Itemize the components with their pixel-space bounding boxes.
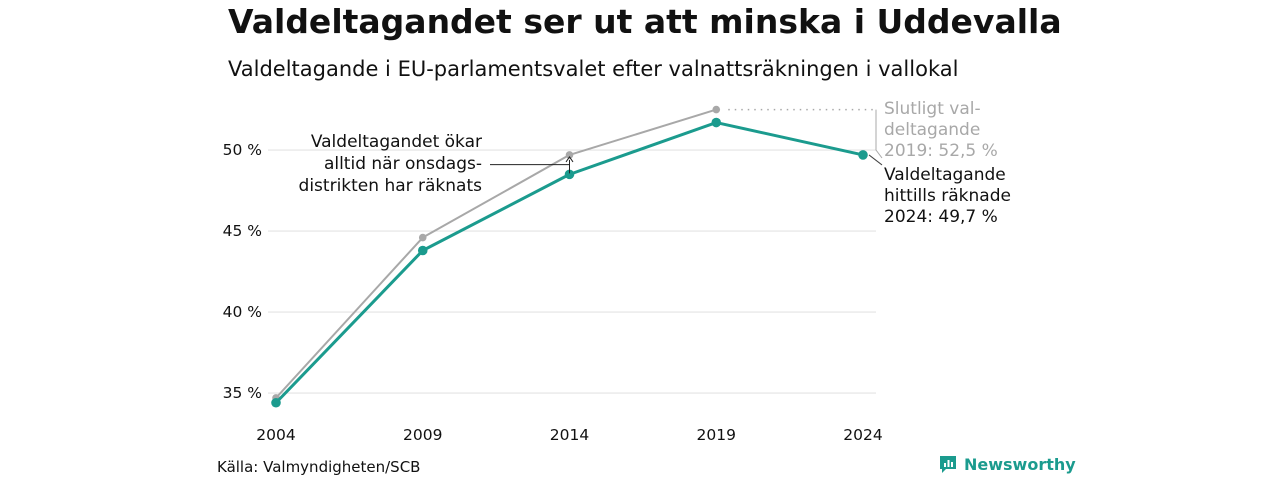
series-point-final — [712, 105, 721, 114]
x-axis-tick-labels: 2004 2009 2014 2019 2024 — [256, 426, 882, 444]
series-point-counted — [417, 245, 428, 256]
series-point-final — [418, 233, 427, 242]
annotation-final-line: deltagande — [884, 120, 980, 140]
brand-name: Newsworthy — [964, 454, 1076, 474]
series-point-counted — [564, 169, 575, 180]
gridlines — [268, 149, 876, 394]
series-point-counted — [858, 150, 868, 160]
y-tick-label: 40 % — [223, 303, 262, 321]
counted-label-leader — [868, 154, 883, 166]
x-tick-label: 2019 — [697, 426, 736, 444]
series-point-counted — [711, 117, 722, 128]
brand-logo: Newsworthy — [938, 454, 1076, 474]
chart-subtitle: Valdeltagande i EU-parlamentsvalet efter… — [228, 57, 959, 81]
x-tick-label: 2004 — [256, 426, 295, 444]
annotation-increase-line: distrikten har räknats — [299, 176, 483, 196]
series-point-counted — [271, 397, 281, 408]
annotation-arrow-head — [565, 156, 574, 163]
y-tick-label: 35 % — [223, 384, 262, 402]
final-label-bracket — [875, 109, 883, 159]
y-tick-label: 50 % — [223, 141, 262, 159]
x-tick-label: 2014 — [550, 426, 589, 444]
annotation-counted-line: 2024: 49,7 % — [884, 207, 998, 227]
source-note: Källa: Valmyndigheten/SCB — [217, 458, 421, 476]
annotation-increase-line: alltid när onsdags- — [324, 154, 482, 174]
series-lines — [271, 105, 868, 408]
annotation-final-line: Slutligt val- — [884, 99, 981, 119]
newsworthy-logo-icon — [940, 456, 956, 473]
annotation-counted-line: Valdeltagande — [884, 165, 1006, 185]
annotation-final-line: 2019: 52,5 % — [884, 141, 998, 161]
annotation-counted-line: hittills räknade — [884, 186, 1011, 206]
chart-title: Valdeltagandet ser ut att minska i Uddev… — [228, 2, 1062, 41]
x-tick-label: 2024 — [843, 426, 882, 444]
series-point-final — [565, 151, 574, 159]
x-tick-label: 2009 — [403, 426, 442, 444]
y-axis-tick-labels: 35 % 40 % 45 % 50 % — [223, 141, 262, 402]
y-tick-label: 45 % — [223, 222, 262, 240]
annotation-increase-line: Valdeltagandet ökar — [311, 132, 482, 152]
series-line-final — [275, 108, 717, 399]
